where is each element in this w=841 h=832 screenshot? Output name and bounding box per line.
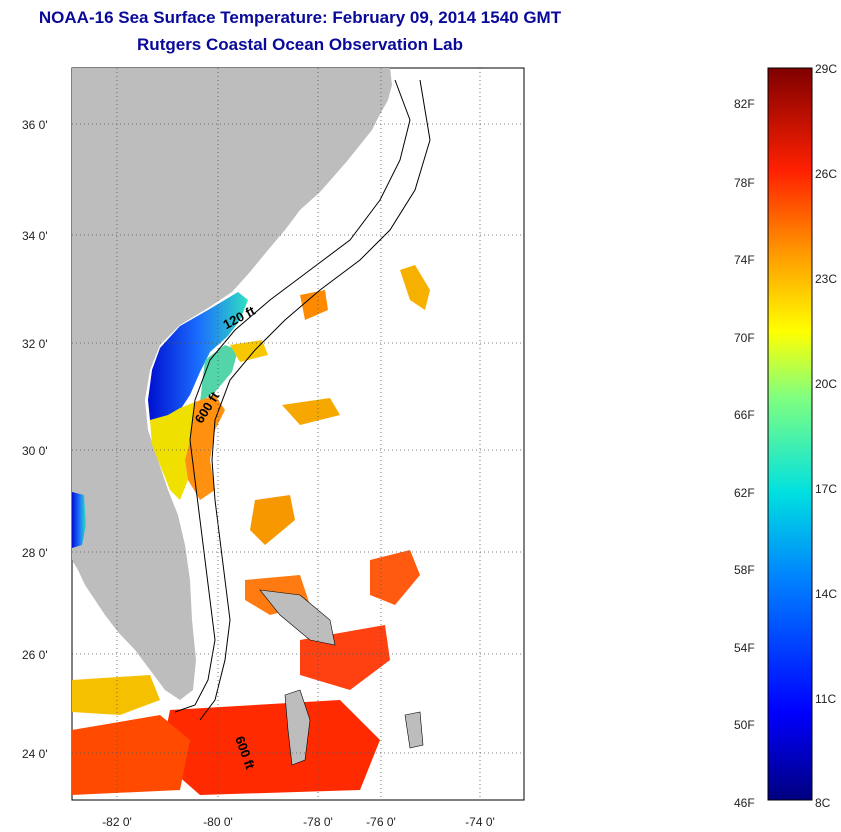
lat-label: 32 0' — [22, 337, 48, 351]
sst-patch-orange2 — [400, 265, 430, 310]
lon-label: -80 0' — [203, 815, 233, 829]
sst-shelf-yellow — [150, 402, 200, 500]
colorbar-f-label: 78F — [734, 176, 755, 190]
sst-patch-red4 — [72, 715, 190, 795]
sst-florida-west — [72, 492, 86, 548]
colorbar-c-label: 20C — [815, 377, 838, 391]
colorbar-f-label: 66F — [734, 408, 755, 422]
lon-label: -78 0' — [303, 815, 333, 829]
map-title: NOAA-16 Sea Surface Temperature: Februar… — [38, 8, 562, 27]
colorbar-c-label: 11C — [815, 692, 837, 706]
sst-cold-coastal — [148, 292, 248, 430]
lat-label: 36 0' — [22, 118, 48, 132]
land-southeast-us — [72, 68, 392, 700]
lon-label: -82 0' — [102, 815, 132, 829]
sst-cool-shelf — [200, 345, 238, 402]
map-subtitle: Rutgers Coastal Ocean Observation Lab — [137, 35, 463, 54]
lat-label: 28 0' — [22, 546, 48, 560]
graticule — [72, 68, 524, 800]
sst-patch-orange4 — [250, 495, 295, 545]
lon-label: -74 0' — [465, 815, 495, 829]
land-andros — [284, 689, 311, 766]
sst-patch-red3 — [160, 700, 380, 795]
land-island-small — [404, 711, 424, 749]
colorbar-f-label: 62F — [734, 486, 755, 500]
lat-label: 26 0' — [22, 648, 48, 662]
sst-patch-orange1 — [300, 290, 328, 320]
lat-label: 34 0' — [22, 229, 48, 243]
colorbar-c-label: 26C — [815, 167, 838, 181]
colorbar-f-label: 82F — [734, 97, 755, 111]
sst-patch-orange3 — [282, 398, 340, 425]
lat-label: 24 0' — [22, 747, 48, 761]
colorbar-c-label: 23C — [815, 272, 838, 286]
sst-patch-yellow2 — [72, 675, 160, 715]
colorbar-f-label: 54F — [734, 641, 755, 655]
colorbar-c-label: 17C — [815, 482, 838, 496]
colorbar-f-label: 70F — [734, 331, 755, 345]
colorbar-c-label: 29C — [815, 62, 838, 76]
lat-label: 30 0' — [22, 444, 48, 458]
colorbar-c-label: 8C — [815, 796, 831, 810]
colorbar-f-label: 58F — [734, 563, 755, 577]
contour-120ft — [174, 79, 411, 713]
sst-patch-yellow — [230, 340, 268, 362]
contour-600ft — [199, 79, 431, 721]
colorbar — [767, 67, 813, 801]
colorbar-f-label: 46F — [734, 796, 755, 810]
land-bahamas — [259, 589, 336, 646]
colorbar-f-label: 50F — [734, 718, 755, 732]
lon-label: -76 0' — [366, 815, 396, 829]
colorbar-f-label: 74F — [734, 253, 755, 267]
colorbar-c-label: 14C — [815, 587, 838, 601]
sst-patch-red1 — [370, 550, 420, 605]
